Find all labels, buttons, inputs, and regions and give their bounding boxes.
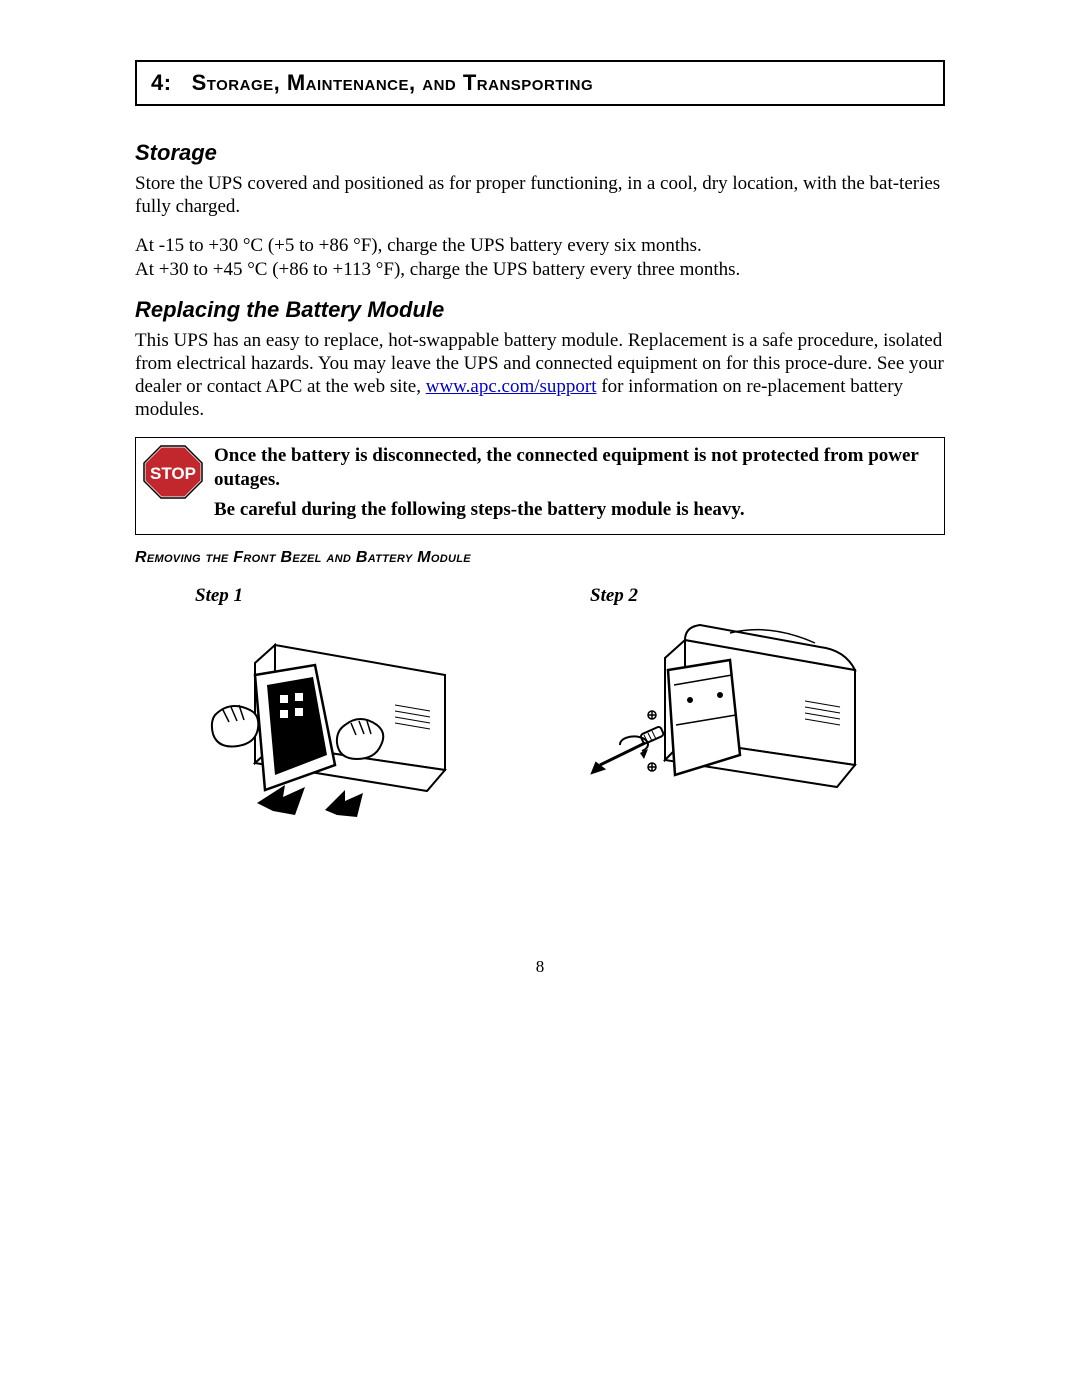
warning-text: Once the battery is disconnected, the co… [204, 444, 936, 527]
section-header: 4: Storage, Maintenance, and Transportin… [135, 60, 945, 106]
storage-temp-line-2: At +30 to +45 °C (+86 to +113 °F), charg… [135, 259, 740, 280]
removing-caption: Removing the Front Bezel and Battery Mod… [135, 549, 945, 567]
stop-icon: STOP [142, 444, 204, 500]
support-link[interactable]: www.apc.com/support [426, 376, 597, 397]
step-2-label: Step 2 [590, 585, 945, 607]
replace-paragraph: This UPS has an easy to replace, hot-swa… [135, 329, 945, 422]
step-2-illustration [590, 615, 890, 835]
storage-paragraph-2: At -15 to +30 °C (+5 to +86 °F), charge … [135, 234, 945, 280]
section-number: 4: [151, 70, 172, 95]
steps-row: Step 1 [135, 585, 945, 840]
step-1-illustration [195, 615, 495, 835]
storage-heading: Storage [135, 140, 945, 166]
step-1-column: Step 1 [195, 585, 550, 840]
storage-paragraph-1: Store the UPS covered and positioned as … [135, 172, 945, 218]
warning-box: STOP Once the battery is disconnected, t… [135, 437, 945, 534]
storage-temp-line-1: At -15 to +30 °C (+5 to +86 °F), charge … [135, 235, 702, 256]
warning-line-1: Once the battery is disconnected, the co… [214, 444, 936, 492]
stop-label: STOP [150, 464, 196, 483]
replace-heading: Replacing the Battery Module [135, 297, 945, 323]
page-number: 8 [0, 957, 1080, 977]
warning-line-2: Be careful during the following steps-th… [214, 498, 936, 522]
step-1-label: Step 1 [195, 585, 550, 607]
step-2-column: Step 2 [590, 585, 945, 840]
section-title: Storage, Maintenance, and Transporting [192, 70, 594, 95]
manual-page: 4: Storage, Maintenance, and Transportin… [0, 0, 1080, 1397]
